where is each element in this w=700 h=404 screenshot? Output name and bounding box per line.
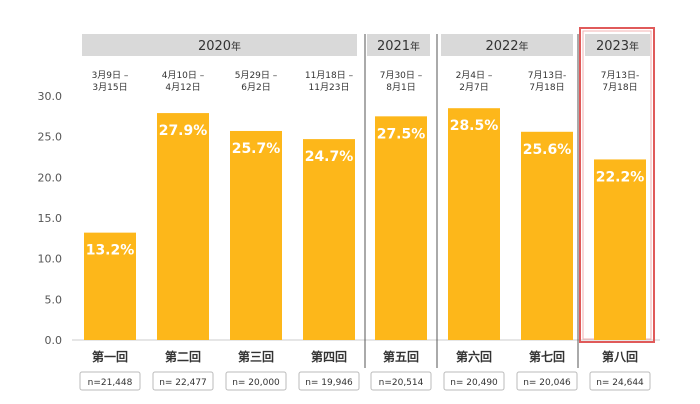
bar-value-label: 27.9% bbox=[159, 123, 208, 139]
period-end: 3月15日 bbox=[92, 82, 127, 93]
sample-size-box bbox=[589, 371, 651, 391]
sample-size-box bbox=[298, 371, 360, 391]
category-label: 第六回 bbox=[456, 349, 492, 364]
bar-value-label: 25.6% bbox=[523, 142, 572, 158]
sample-size-label: n= 22,477 bbox=[159, 378, 207, 388]
sample-size-box bbox=[225, 371, 287, 391]
y-tick-label: 5.0 bbox=[45, 293, 63, 306]
bar bbox=[230, 130, 282, 340]
category-label: 第二回 bbox=[165, 349, 201, 364]
year-header-band bbox=[441, 34, 573, 56]
category-label: 第三回 bbox=[238, 349, 274, 364]
year-header-label: 2022年 bbox=[485, 39, 528, 54]
period-end: 7月18日 bbox=[602, 82, 637, 93]
year-suffix: 年 bbox=[410, 40, 420, 53]
sample-size-box bbox=[152, 371, 214, 391]
period-end: 8月1日 bbox=[386, 82, 415, 93]
year-suffix: 年 bbox=[231, 40, 241, 53]
bar-value-label: 24.7% bbox=[305, 149, 354, 165]
year-label: 2020 bbox=[198, 39, 231, 54]
year-label: 2022 bbox=[485, 39, 518, 54]
category-label: 第四回 bbox=[311, 349, 347, 364]
bar bbox=[303, 139, 355, 340]
year-header-label: 2020年 bbox=[198, 39, 241, 54]
highlight-frame bbox=[579, 27, 655, 343]
period-end: 4月12日 bbox=[165, 82, 200, 93]
year-header-band bbox=[585, 34, 650, 56]
bar bbox=[448, 108, 500, 340]
year-header-band bbox=[82, 34, 357, 56]
year-suffix: 年 bbox=[519, 40, 529, 53]
y-tick-label: 10.0 bbox=[38, 253, 63, 266]
bar-value-label: 27.5% bbox=[377, 126, 426, 142]
year-header-label: 2023年 bbox=[596, 39, 639, 54]
period-start: 3月9日 – bbox=[92, 70, 129, 81]
category-label: 第八回 bbox=[602, 349, 638, 364]
period-start: 11月18日 – bbox=[305, 70, 354, 81]
category-label: 第七回 bbox=[529, 349, 565, 364]
sample-size-label: n= 24,644 bbox=[596, 378, 644, 388]
sample-size-label: n= 20,046 bbox=[523, 378, 571, 388]
period-start: 7月13日- bbox=[601, 70, 639, 81]
y-tick-label: 15.0 bbox=[38, 212, 63, 225]
period-end: 6月2日 bbox=[241, 82, 270, 93]
sample-size-box bbox=[370, 371, 432, 391]
sample-size-label: n= 20,000 bbox=[232, 378, 280, 388]
period-start: 4月10日 – bbox=[162, 70, 205, 81]
bar-value-label: 13.2% bbox=[86, 243, 135, 259]
period-end: 11月23日 bbox=[309, 82, 350, 93]
period-start: 5月29日 – bbox=[235, 70, 278, 81]
year-suffix: 年 bbox=[629, 40, 639, 53]
year-header-label: 2021年 bbox=[377, 39, 420, 54]
y-tick-label: 0.0 bbox=[45, 334, 63, 347]
year-header-band bbox=[367, 34, 430, 56]
bar-value-label: 22.2% bbox=[596, 169, 645, 185]
bar bbox=[594, 159, 646, 340]
category-label: 第五回 bbox=[383, 349, 419, 364]
period-start: 7月30日 – bbox=[380, 70, 423, 81]
year-label: 2023 bbox=[596, 39, 629, 54]
y-tick-label: 30.0 bbox=[38, 90, 63, 103]
period-end: 7月18日 bbox=[529, 82, 564, 93]
bar-value-label: 25.7% bbox=[232, 141, 281, 157]
bar-value-label: 28.5% bbox=[450, 118, 499, 134]
sample-size-box bbox=[79, 371, 141, 391]
sample-size-box bbox=[516, 371, 578, 391]
category-label: 第一回 bbox=[92, 349, 128, 364]
period-start: 2月4日 – bbox=[456, 70, 493, 81]
bar bbox=[84, 232, 136, 340]
bar bbox=[521, 131, 573, 340]
y-tick-label: 25.0 bbox=[38, 131, 63, 144]
period-start: 7月13日- bbox=[528, 70, 566, 81]
bar bbox=[375, 116, 427, 340]
y-tick-label: 20.0 bbox=[38, 171, 63, 184]
sample-size-label: n=21,448 bbox=[88, 378, 133, 388]
sample-size-label: n=20,514 bbox=[379, 378, 424, 388]
year-label: 2021 bbox=[377, 39, 410, 54]
sample-size-label: n= 19,946 bbox=[305, 378, 353, 388]
sample-size-box bbox=[443, 371, 505, 391]
period-end: 2月7日 bbox=[459, 82, 488, 93]
bar bbox=[157, 113, 209, 340]
sample-size-label: n= 20,490 bbox=[450, 378, 498, 388]
